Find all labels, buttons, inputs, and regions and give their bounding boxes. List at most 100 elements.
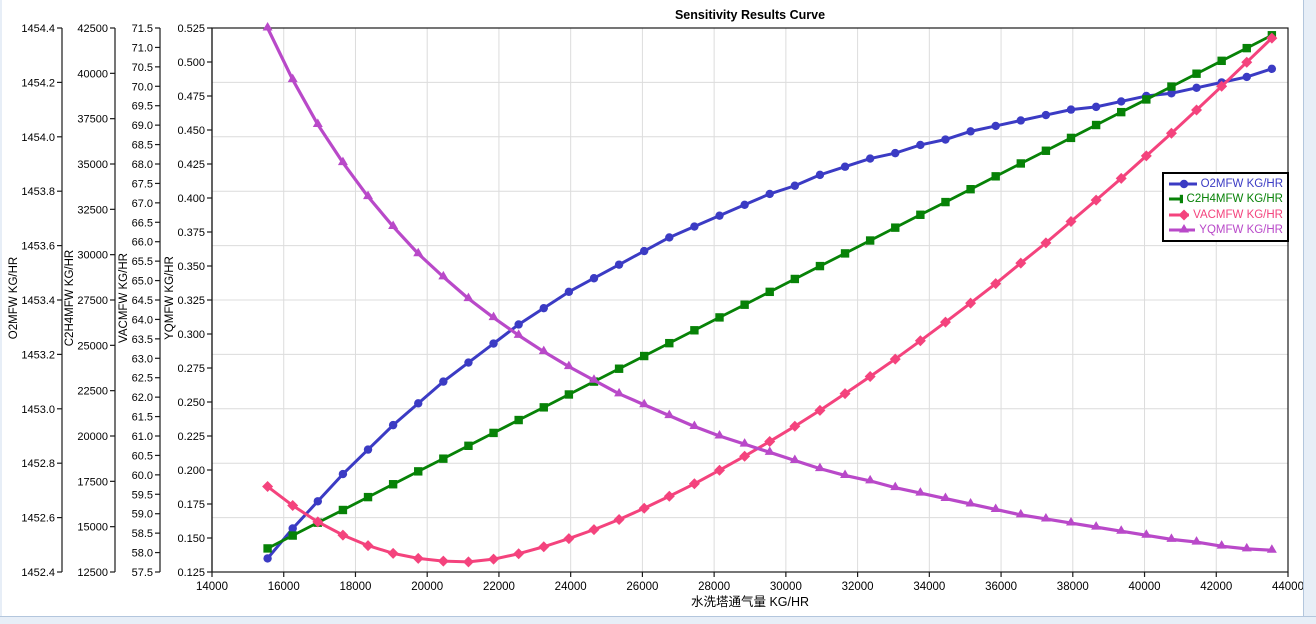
legend-item-yqmfw[interactable]: YQMFW KG/HR: [1168, 223, 1283, 238]
legend-item-vacmfw[interactable]: VACMFW KG/HR: [1168, 207, 1283, 222]
y-tick-label: 68.0: [132, 159, 153, 171]
y-axis-vacmfw: 57.5 58.0 58.5 59.0 59.5 60.0 60.5 61.0 61.5 62.0…: [132, 23, 161, 579]
legend-marker-diamond-icon: [1169, 209, 1190, 221]
y-tick-label: 60.0: [132, 470, 153, 482]
legend-marker-circle-icon: [1169, 179, 1197, 188]
y-tick-label: 1452.4: [21, 567, 55, 579]
window-edge-bottom: [0, 616, 1316, 624]
x-axis: 14000 16000 18000 20000 22000 24000 26000 28000…: [196, 572, 1304, 593]
x-axis-title: 水洗塔通气量 KG/HR: [690, 595, 810, 609]
y-tick-label: 0.375: [177, 227, 205, 239]
y-tick-label: 63.0: [132, 353, 153, 365]
y-tick-label: 1454.4: [21, 23, 55, 35]
y-tick-label: 0.525: [177, 23, 205, 35]
window-edge-right: [1303, 0, 1316, 624]
legend-label: YQMFW KG/HR: [1199, 224, 1283, 237]
series-yqmfw: [262, 22, 1277, 553]
y-tick-label: 58.0: [132, 548, 153, 560]
legend-marker-square-icon: [1169, 195, 1183, 204]
x-tick-label: 30000: [770, 581, 802, 593]
x-tick-label: 44000: [1272, 581, 1304, 593]
y-tick-label: 0.400: [177, 193, 205, 205]
x-tick-label: 22000: [483, 581, 515, 593]
series-c2h4mfw: [263, 31, 1277, 553]
y-tick-label: 0.125: [177, 567, 205, 579]
y-tick-label: 42500: [77, 23, 108, 35]
y-tick-label: 69.5: [132, 101, 153, 113]
x-tick-label: 42000: [1200, 581, 1232, 593]
y-tick-label: 40000: [77, 68, 108, 80]
y-tick-label: 61.5: [132, 412, 153, 424]
y-tick-label: 63.5: [132, 334, 153, 346]
y-axis-title-yqmfw: YQMFW KG/HR: [164, 256, 176, 340]
y-tick-label: 27500: [77, 295, 108, 307]
y-tick-label: 68.5: [132, 140, 153, 152]
series-o2mfw: [263, 64, 1277, 563]
y-axis-yqmfw: 0.125 0.150 0.175 0.200 0.225 0.250 0.275 0.300…: [177, 23, 213, 579]
y-tick-label: 17500: [77, 476, 108, 488]
y-tick-label: 0.225: [177, 431, 205, 443]
y-tick-label: 60.5: [132, 450, 153, 462]
y-axis-title-vacmfw: VACMFW KG/HR: [118, 253, 130, 343]
series-vacmfw: [262, 32, 1278, 568]
y-tick-label: 1452.8: [21, 458, 55, 470]
x-tick-label: 28000: [698, 581, 730, 593]
x-tick-label: 20000: [411, 581, 443, 593]
legend-box[interactable]: O2MFW KG/HR C2H4MFW KG/HR VACMFW KG/HR Y…: [1162, 172, 1289, 242]
window-edge-left: [0, 0, 2, 624]
y-tick-label: 22500: [77, 386, 108, 398]
y-tick-label: 20000: [77, 431, 108, 443]
legend-item-c2h4mfw[interactable]: C2H4MFW KG/HR: [1168, 192, 1283, 207]
x-tick-label: 18000: [339, 581, 371, 593]
x-tick-label: 36000: [985, 581, 1017, 593]
y-tick-label: 1452.6: [21, 513, 55, 525]
x-tick-label: 40000: [1129, 581, 1161, 593]
x-tick-label: 26000: [626, 581, 658, 593]
x-tick-label: 38000: [1057, 581, 1089, 593]
y-tick-label: 70.5: [132, 62, 153, 74]
y-tick-label: 1454.0: [21, 132, 55, 144]
legend-label: O2MFW KG/HR: [1200, 177, 1283, 190]
y-tick-label: 0.500: [177, 57, 205, 69]
y-axis-c2h4mfw: 12500 15000 17500 20000 22500 25000 27500 30000…: [77, 23, 116, 579]
y-tick-label: 0.175: [177, 499, 205, 511]
y-tick-label: 67.0: [132, 198, 153, 210]
y-axis-o2mfw: 1452.4 1452.6 1452.8 1453.0 1453.2 1453.4 1453…: [21, 23, 63, 579]
y-tick-label: 0.475: [177, 91, 205, 103]
y-tick-label: 1453.8: [21, 186, 55, 198]
x-tick-label: 32000: [842, 581, 874, 593]
y-tick-label: 25000: [77, 340, 108, 352]
y-tick-label: 0.275: [177, 363, 205, 375]
y-axis-title-o2mfw: O2MFW KG/HR: [8, 256, 20, 340]
y-tick-label: 15000: [77, 522, 108, 534]
y-tick-label: 0.250: [177, 397, 205, 409]
y-tick-label: 1453.4: [21, 295, 55, 307]
y-tick-label: 64.5: [132, 295, 153, 307]
y-tick-label: 0.425: [177, 159, 205, 171]
legend-item-o2mfw[interactable]: O2MFW KG/HR: [1168, 176, 1283, 191]
legend-marker-triangle-icon: [1169, 224, 1196, 233]
y-tick-label: 57.5: [132, 567, 153, 579]
y-tick-label: 67.5: [132, 178, 153, 190]
y-tick-label: 0.150: [177, 533, 205, 545]
y-tick-label: 69.0: [132, 120, 153, 132]
y-tick-label: 65.0: [132, 276, 153, 288]
y-tick-label: 61.0: [132, 431, 153, 443]
y-tick-label: 1453.0: [21, 404, 55, 416]
y-tick-label: 0.350: [177, 261, 205, 273]
y-tick-label: 58.5: [132, 528, 153, 540]
y-tick-label: 0.200: [177, 465, 205, 477]
y-tick-label: 0.450: [177, 125, 205, 137]
y-tick-label: 12500: [77, 567, 108, 579]
y-tick-label: 71.5: [132, 23, 153, 35]
legend-label: VACMFW KG/HR: [1193, 208, 1283, 221]
y-tick-label: 66.5: [132, 217, 153, 229]
y-tick-label: 59.0: [132, 509, 153, 521]
y-tick-label: 32500: [77, 204, 108, 216]
y-tick-label: 1453.2: [21, 349, 55, 361]
legend-label: C2H4MFW KG/HR: [1186, 193, 1283, 206]
y-tick-label: 71.0: [132, 42, 153, 54]
x-tick-label: 16000: [268, 581, 300, 593]
